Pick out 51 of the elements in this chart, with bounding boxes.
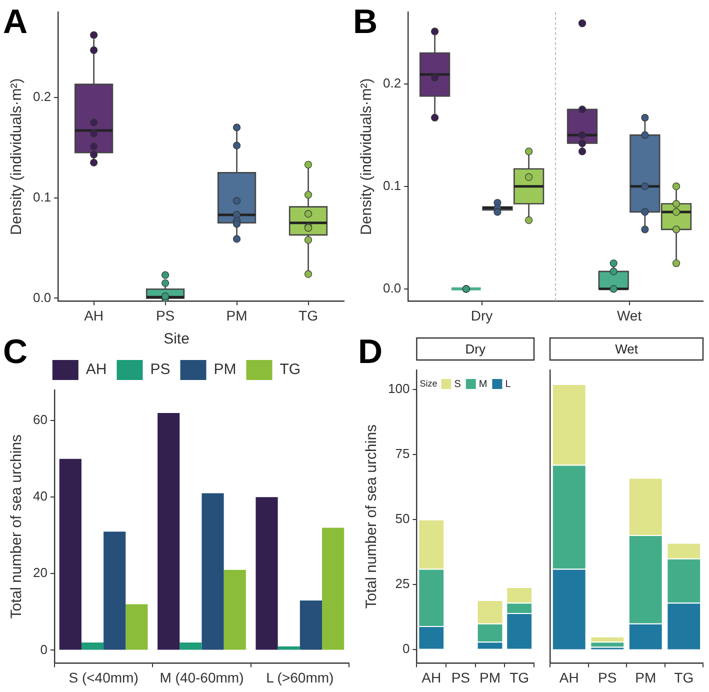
chart-title: A [3,3,28,41]
legend-label: M [478,378,488,390]
x-tick-label: S (<40mm) [68,669,138,686]
legend-label: TG [280,361,301,378]
y-tick-label: 0.2 [32,88,52,104]
chart-subtitle: Wet [615,342,638,357]
x-tick-label: PM [635,669,656,686]
y-axis-title: Total number of sea urchins [8,434,26,619]
x-tick-label: PM [226,307,248,324]
x-tick-label: AH [422,669,442,686]
chart-title: B [353,3,378,41]
y-tick-label: 0.0 [32,290,52,305]
legend-title: Size [420,378,438,388]
chart-subtitle: Dry [465,342,486,357]
legend-label: AH [86,361,107,378]
legend-label: PS [150,361,170,378]
x-tick-label: PS [156,307,175,324]
y-tick-label: 50 [395,510,410,526]
x-tick-label: PM [480,669,501,686]
y-tick-label: 100 [388,380,410,396]
chart-title: D [358,333,383,371]
y-tick-label: 40 [32,488,48,504]
x-tick-label: TG [510,669,530,686]
x-tick-label: PS [451,669,470,686]
y-tick-label: 0 [40,642,48,657]
x-tick-label: PS [598,669,617,686]
legend-title: Site [164,330,190,348]
x-tick-label: AH [84,307,104,324]
x-tick-label: AH [559,669,579,686]
y-tick-label: 60 [32,412,48,428]
y-tick-label: 0 [402,640,410,656]
y-axis-title: Density (individuals·m²) [358,78,376,235]
y-tick-label: 25 [395,576,410,591]
x-tick-label: Wet [616,307,642,324]
x-tick-label: TG [298,307,318,324]
x-tick-label: M (40-60mm) [160,669,244,686]
x-tick-label: Dry [470,307,493,324]
y-tick-label: 0.0 [382,280,402,296]
y-tick-label: 0.2 [382,75,402,90]
y-tick-label: 75 [395,446,410,461]
y-tick-label: 0.1 [32,189,52,204]
x-tick-label: TG [674,669,694,686]
x-tick-label: L (>60mm) [266,669,334,686]
y-axis-title: Total number of sea urchins [363,424,380,609]
y-tick-label: 0.1 [382,178,402,193]
y-tick-label: 20 [32,565,48,580]
legend-label: S [454,378,462,390]
legend-label: PM [214,361,236,378]
chart-title: C [3,333,28,371]
y-axis-title: Density (individuals·m²) [8,78,26,235]
legend-label: L [505,378,512,390]
